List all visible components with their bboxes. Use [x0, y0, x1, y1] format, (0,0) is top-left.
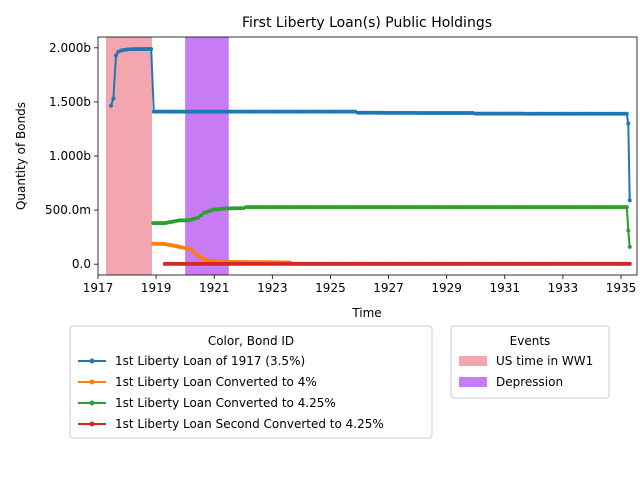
legend-event-label-0: US time in WW1	[496, 354, 593, 368]
series-point-0	[127, 47, 132, 52]
y-axis-label: Quantity of Bonds	[14, 102, 28, 210]
series-point-0	[114, 53, 119, 58]
legend-marker-0	[89, 358, 95, 364]
x-tick-label: 1935	[606, 281, 637, 295]
y-tick-label: 1.500b	[49, 95, 91, 109]
legend-series-title: Color, Bond ID	[208, 334, 294, 348]
legend-events-items: US time in WW1 Depression	[459, 354, 593, 389]
y-tick-label: 1.000b	[49, 149, 91, 163]
series-markers-0	[109, 47, 632, 203]
series-point-0	[627, 198, 632, 203]
legend-marker-3	[89, 421, 95, 427]
event-spans	[105, 37, 229, 275]
legend-series-box	[69, 325, 433, 439]
span-1	[185, 37, 229, 275]
legend-series-items: 1st Liberty Loan of 1917 (3.5%) 1st Liber…	[78, 354, 384, 431]
series-point-0	[624, 111, 629, 116]
legend-event-label-1: Depression	[496, 375, 563, 389]
legend-marker-1	[89, 379, 95, 385]
series-point-2	[196, 215, 201, 220]
series-point-2	[199, 213, 204, 218]
series-point-2	[627, 244, 632, 249]
chart-title: First Liberty Loan(s) Public Holdings	[242, 15, 492, 31]
x-tick-label: 1929	[431, 281, 462, 295]
series-point-0	[109, 103, 114, 108]
x-tick-label: 1933	[548, 281, 579, 295]
legend-swatch-0	[459, 356, 487, 366]
series-markers-3	[162, 261, 632, 266]
series-point-0	[111, 96, 116, 101]
plot-frame	[97, 36, 638, 276]
x-tick-label: 1931	[490, 281, 521, 295]
x-tick-label: 1925	[315, 281, 346, 295]
x-tick-label: 1919	[141, 281, 172, 295]
legend-marker-2	[89, 400, 95, 406]
legend-events-title: Events	[510, 334, 551, 348]
legend-label-1: 1st Liberty Loan Converted to 4%	[115, 375, 317, 389]
series-point-0	[125, 47, 130, 52]
y-tick-label: 2.000b	[49, 41, 91, 55]
legend-series: Color, Bond ID 1st Liberty Loan of 1917 …	[69, 325, 433, 439]
series-point-3	[627, 261, 632, 266]
y-tick-label: 0.0	[72, 257, 91, 271]
series-point-2	[626, 228, 631, 233]
x-tick-label: 1923	[257, 281, 288, 295]
series-point-0	[149, 47, 154, 52]
legend-swatch-1	[459, 377, 487, 387]
y-axis: 0.0 500.0m 1.000b 1.500b 2.000b	[45, 41, 98, 271]
x-axis: 1917 1919 1921 1923 1925 1927 1929 1931 1933 1935	[83, 275, 637, 295]
series-lines	[109, 47, 632, 266]
legend-events: Events US time in WW1 Depression	[450, 325, 610, 399]
legend-label-0: 1st Liberty Loan of 1917 (3.5%)	[115, 354, 305, 368]
x-tick-label: 1921	[199, 281, 230, 295]
x-tick-label: 1927	[373, 281, 404, 295]
x-tick-label: 1917	[83, 281, 114, 295]
legend-label-2: 1st Liberty Loan Converted to 4.25%	[115, 396, 336, 410]
y-tick-label: 500.0m	[45, 203, 91, 217]
series-point-0	[626, 121, 631, 126]
span-0	[105, 37, 153, 275]
legend-events-box	[450, 325, 610, 399]
legend-label-3: 1st Liberty Loan Second Converted to 4.2…	[115, 417, 384, 431]
x-axis-label: Time	[351, 306, 381, 320]
series-point-2	[624, 205, 629, 210]
series-markers-2	[151, 205, 632, 249]
